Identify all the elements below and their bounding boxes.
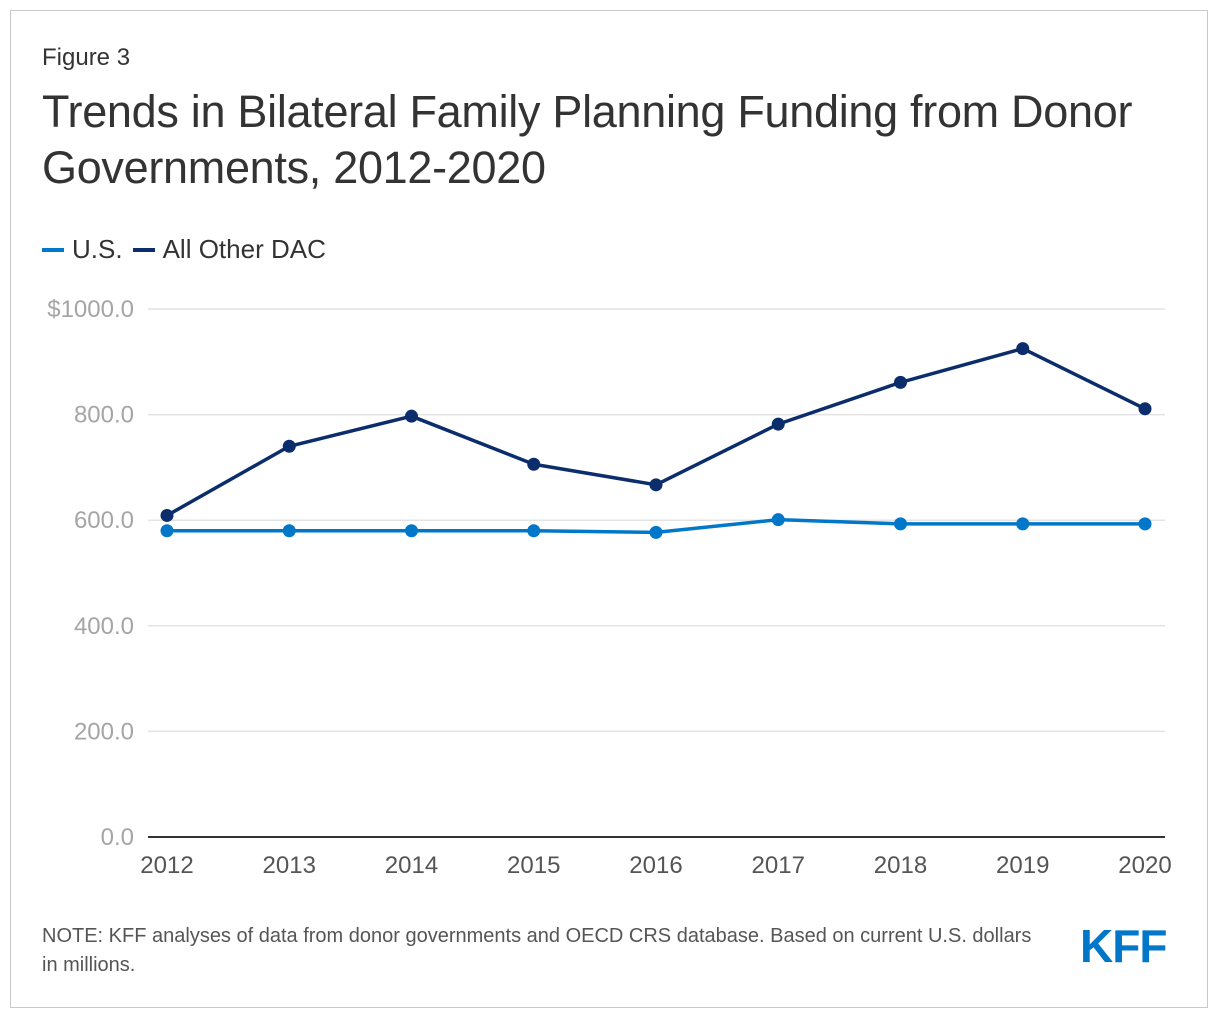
legend-label-us: U.S.	[72, 234, 123, 264]
x-tick-label: 2013	[263, 852, 316, 879]
x-tick-label: 2016	[629, 852, 682, 879]
x-tick-label: 2019	[996, 852, 1049, 879]
y-tick-label: 600.0	[74, 507, 134, 534]
data-point-other-dac	[649, 478, 663, 492]
data-point-us	[405, 524, 418, 538]
data-point-us	[527, 524, 541, 538]
data-point-us	[894, 517, 907, 531]
figure-label: Figure 3	[42, 44, 131, 71]
y-tick-label: 200.0	[74, 718, 134, 745]
data-point-other-dac	[160, 508, 174, 522]
legend-item-other-dac: All Other DAC	[132, 234, 326, 265]
data-point-other-dac	[1138, 402, 1152, 416]
kff-logo: KFF	[1080, 920, 1167, 972]
data-point-other-dac	[1016, 342, 1030, 356]
figure-frame	[10, 10, 1208, 1008]
data-point-other-dac	[894, 375, 907, 389]
chart-legend: U.S. All Other DAC	[42, 234, 336, 265]
x-tick-label: 2015	[507, 852, 560, 879]
data-point-us	[282, 524, 296, 538]
data-point-us	[649, 525, 663, 539]
x-tick-label: 2018	[874, 852, 927, 879]
data-point-other-dac	[771, 417, 785, 431]
data-point-us	[1016, 517, 1030, 531]
x-tick-label: 2012	[140, 852, 193, 879]
x-tick-label: 2017	[752, 852, 805, 879]
y-tick-label: 0.0	[101, 824, 134, 851]
legend-swatch-other-dac	[132, 247, 155, 252]
data-point-other-dac	[282, 439, 296, 453]
x-tick-label: 2014	[385, 852, 438, 879]
legend-item-us: U.S.	[42, 234, 123, 265]
data-point-us	[771, 513, 785, 527]
data-point-other-dac	[405, 409, 418, 423]
y-tick-label: $1000.0	[47, 296, 134, 323]
legend-swatch-us	[42, 247, 64, 252]
data-point-us	[1138, 517, 1152, 531]
y-tick-label: 800.0	[74, 402, 134, 429]
data-point-other-dac	[527, 457, 541, 471]
legend-label-other-dac: All Other DAC	[162, 234, 326, 264]
chart-title: Trends in Bilateral Family Planning Fund…	[42, 86, 1133, 193]
chart-note: NOTE: KFF analyses of data from donor go…	[42, 925, 1032, 976]
y-tick-label: 400.0	[74, 613, 134, 640]
data-point-us	[160, 524, 174, 538]
x-tick-label: 2020	[1118, 852, 1171, 879]
